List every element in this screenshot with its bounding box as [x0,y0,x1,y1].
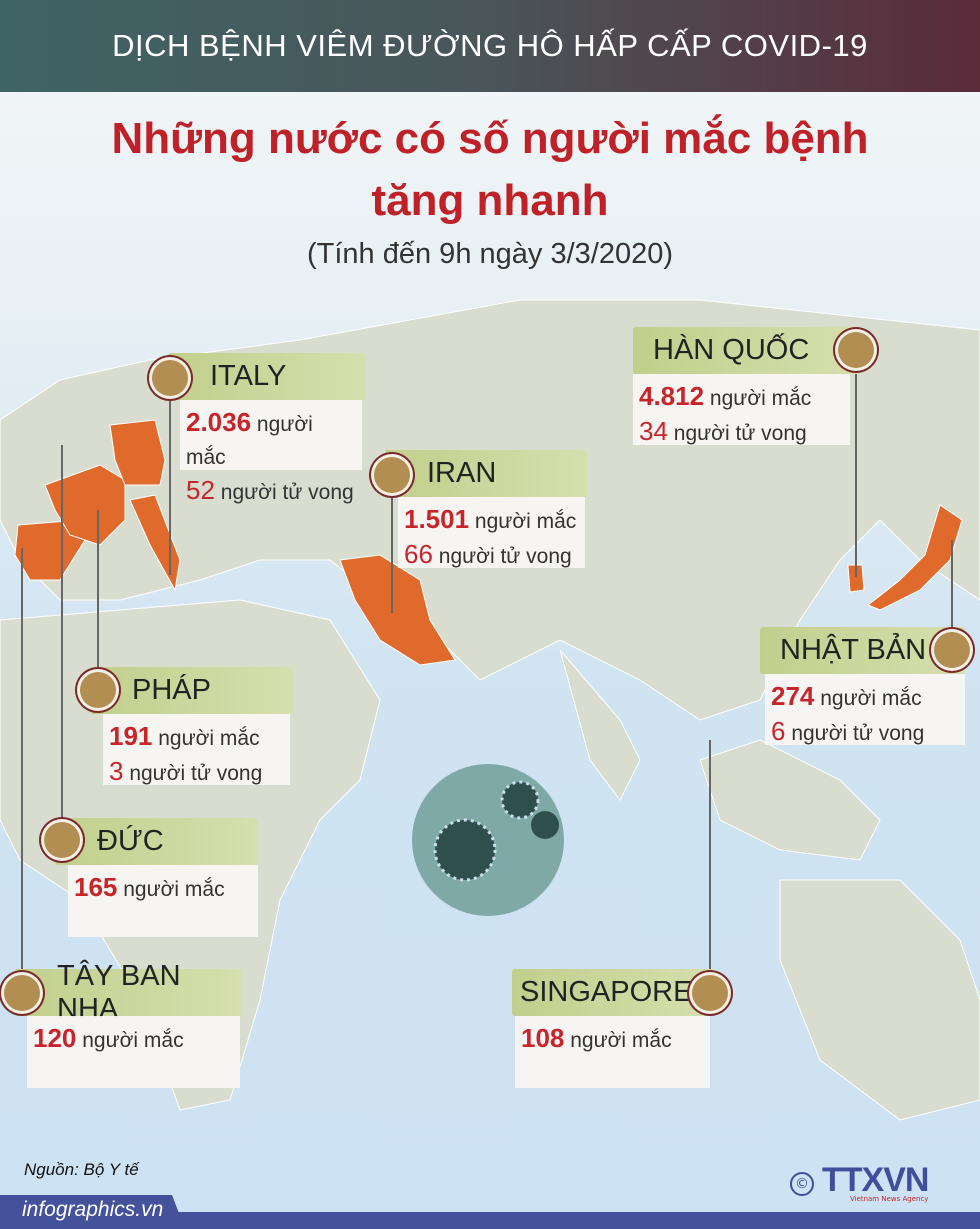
page-title: Những nước có số người mắc bệnh tăng nha… [0,108,980,232]
ttxvn-logo: © TTXVN Vietnam News Agency [790,1163,929,1203]
source-note: Nguồn: Bộ Y tế [24,1160,139,1179]
marker-italy [152,360,188,396]
stats-japan: 274 người mắc 6 người tử vong [765,674,965,746]
stats-singapore: 108 người mắc [515,1016,710,1088]
country-label-france: PHÁP [90,667,293,714]
marker-spain [4,975,40,1011]
marker-singapore [692,975,728,1011]
leader-line [709,740,711,993]
stats-italy: 2.036 người mắc 52 người tử vong [180,400,362,505]
stats-france: 191 người mắc 3 người tử vong [103,714,290,786]
stats-korea: 4.812 người mắc 34 người tử vong [633,374,850,446]
site-link[interactable]: infographics.vn [0,1195,185,1229]
country-iran [339,554,456,666]
footer-bar [0,1212,980,1229]
marker-korea [838,332,874,368]
marker-germany [44,822,80,858]
country-label-japan: NHẬT BẢN [760,627,965,674]
subtitle: (Tính đến 9h ngày 3/3/2020) [307,238,673,270]
leader-line [951,540,953,650]
country-japan [867,504,963,611]
marker-france [80,672,116,708]
marker-japan [934,632,970,668]
country-germany [109,419,166,486]
leader-line [21,548,23,993]
country-france [44,464,126,546]
country-label-singapore: SINGAPORE [512,969,715,1016]
country-korea [847,564,865,593]
leader-line [391,478,393,613]
country-label-korea: HÀN QUỐC [633,327,860,374]
title-line-1: Những nước có số người mắc bệnh [111,114,869,163]
virus-image [412,764,564,916]
marker-iran [374,457,410,493]
leader-line [61,445,63,840]
country-label-italy: ITALY [168,353,365,400]
title-line-2: tăng nhanh [371,176,609,225]
copyright-icon: © [790,1172,814,1196]
topic-banner: DỊCH BỆNH VIÊM ĐƯỜNG HÔ HẤP CẤP COVID-19 [0,0,980,92]
country-label-iran: IRAN [385,450,587,497]
stats-iran: 1.501 người mắc 66 người tử vong [398,497,585,569]
highlighted-countries [14,419,963,666]
stats-spain: 120 người mắc [27,1016,240,1088]
leader-line [97,510,99,690]
country-label-spain: TÂY BAN NHA [15,960,242,1025]
stats-germany: 165 người mắc [68,865,258,937]
leader-line [169,380,171,575]
country-label-germany: ĐỨC [55,818,258,865]
leader-line [855,352,857,577]
country-italy [129,494,181,592]
